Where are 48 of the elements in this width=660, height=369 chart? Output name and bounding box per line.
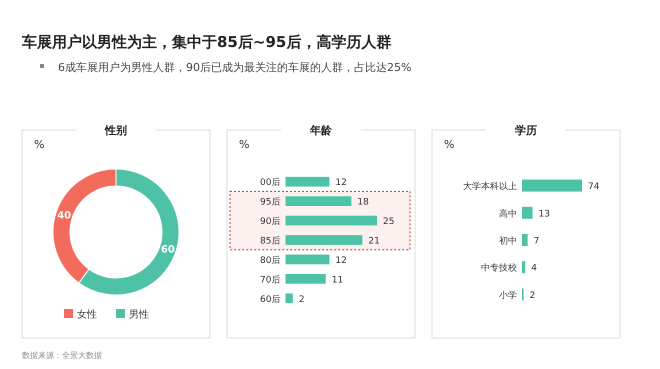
data-label: 7 — [534, 236, 540, 246]
text: % — [239, 138, 250, 151]
data-label: 21 — [368, 236, 380, 246]
bar — [286, 196, 352, 206]
data-label: 2 — [298, 294, 305, 305]
text: 车展用户以男性为主，集中于85后~95后，高学历人群 — [21, 33, 392, 51]
y-tick-label: 95后 — [260, 196, 280, 208]
chart-title: 性别 — [104, 124, 127, 137]
y-tick-label: 90后 — [260, 216, 280, 228]
legend-label: 女性 — [77, 308, 97, 320]
data-label: 25 — [383, 217, 394, 228]
bar — [286, 216, 377, 226]
y-tick-label: 70后 — [260, 274, 280, 286]
data-label: 12 — [335, 178, 347, 188]
legend-label: 男性 — [129, 308, 149, 320]
y-tick-label: 00后 — [260, 177, 280, 188]
data-label: 11 — [332, 275, 344, 286]
bar — [286, 235, 362, 245]
bar — [522, 180, 582, 192]
chart-title: 学历 — [515, 124, 537, 137]
chart-title: 年龄 — [309, 124, 333, 137]
data-label: 40 — [57, 210, 72, 222]
data-label: 4 — [531, 264, 538, 274]
bar — [522, 261, 526, 274]
y-tick-label: 60后 — [260, 294, 280, 305]
data-label: 18 — [357, 198, 370, 208]
bar — [286, 293, 293, 304]
y-tick-label: 中专技校 — [481, 262, 517, 274]
y-tick-label: 85后 — [260, 236, 280, 246]
y-tick-label: 初中 — [499, 236, 517, 246]
source-note: 数据来源：全景大数据 — [22, 351, 102, 360]
bar — [522, 206, 533, 219]
y-tick-label: 80后 — [260, 254, 280, 266]
data-label: 12 — [335, 256, 347, 266]
bar — [522, 234, 528, 246]
y-tick-label: 小学 — [499, 290, 517, 301]
bar — [286, 254, 330, 264]
text: % — [444, 138, 454, 151]
y-tick-label: 高中 — [499, 208, 517, 220]
bar — [286, 274, 326, 284]
data-label: 60 — [160, 244, 175, 256]
y-tick-label: 大学本科以上 — [463, 181, 517, 192]
data-label: 2 — [530, 290, 536, 301]
data-label: 74 — [588, 182, 600, 192]
data-label: 13 — [538, 209, 550, 220]
bar — [286, 176, 330, 187]
text: 6成车展用户为男性人群，90后已成为最关注的车展的人群，占比达25% — [58, 61, 412, 74]
text: % — [34, 138, 44, 151]
